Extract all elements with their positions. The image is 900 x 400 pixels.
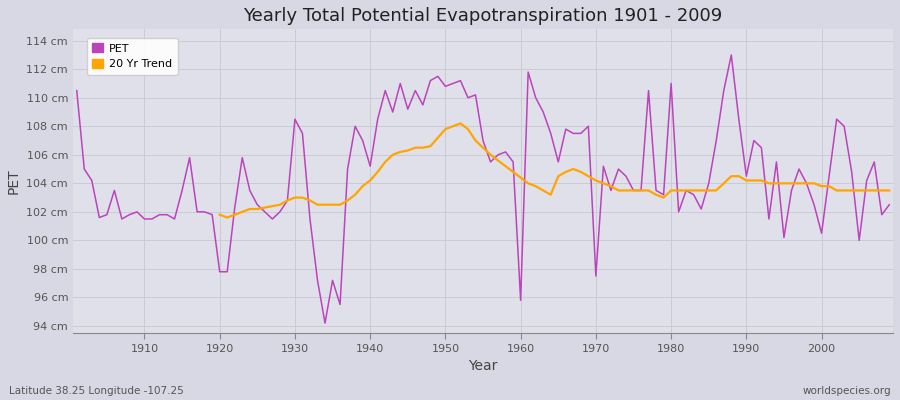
PET bbox=[71, 88, 82, 93]
20 Yr Trend bbox=[606, 184, 616, 188]
PET bbox=[726, 52, 737, 57]
Legend: PET, 20 Yr Trend: PET, 20 Yr Trend bbox=[86, 38, 177, 75]
PET bbox=[613, 167, 624, 172]
PET bbox=[515, 298, 526, 303]
PET bbox=[350, 124, 361, 129]
PET bbox=[320, 321, 330, 326]
PET bbox=[297, 131, 308, 136]
X-axis label: Year: Year bbox=[468, 359, 498, 373]
20 Yr Trend bbox=[515, 175, 526, 180]
Line: PET: PET bbox=[76, 55, 889, 323]
Y-axis label: PET: PET bbox=[7, 168, 21, 194]
20 Yr Trend bbox=[297, 195, 308, 200]
PET bbox=[523, 70, 534, 74]
Title: Yearly Total Potential Evapotranspiration 1901 - 2009: Yearly Total Potential Evapotranspiratio… bbox=[243, 7, 723, 25]
20 Yr Trend bbox=[508, 170, 518, 174]
20 Yr Trend bbox=[884, 188, 895, 193]
Text: Latitude 38.25 Longitude -107.25: Latitude 38.25 Longitude -107.25 bbox=[9, 386, 184, 396]
Line: 20 Yr Trend: 20 Yr Trend bbox=[220, 124, 889, 218]
Text: worldspecies.org: worldspecies.org bbox=[803, 386, 891, 396]
PET bbox=[131, 210, 142, 214]
20 Yr Trend bbox=[342, 198, 353, 203]
PET bbox=[884, 202, 895, 207]
